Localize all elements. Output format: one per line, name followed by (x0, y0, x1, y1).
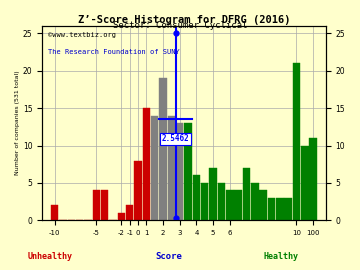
Text: ©www.textbiz.org: ©www.textbiz.org (48, 32, 116, 38)
Bar (159, 78, 167, 220)
Text: 2.5462: 2.5462 (162, 134, 189, 143)
Text: Healthy: Healthy (263, 252, 298, 261)
Text: The Research Foundation of SUNY: The Research Foundation of SUNY (48, 49, 180, 55)
Bar (93, 190, 100, 220)
Bar (51, 205, 58, 220)
Bar (218, 183, 225, 220)
Bar (143, 108, 150, 220)
Bar (118, 213, 125, 220)
Bar (268, 198, 275, 220)
Bar (168, 116, 175, 220)
Bar (309, 138, 317, 220)
Y-axis label: Number of companies (531 total): Number of companies (531 total) (15, 71, 20, 176)
Bar (201, 183, 208, 220)
Bar (151, 116, 158, 220)
Bar (226, 190, 234, 220)
Bar (101, 190, 108, 220)
Bar (301, 146, 309, 220)
Bar (209, 168, 217, 220)
Text: Sector: Consumer Cyclical: Sector: Consumer Cyclical (113, 21, 247, 30)
Bar (243, 168, 250, 220)
Title: Z’-Score Histogram for DFRG (2016): Z’-Score Histogram for DFRG (2016) (78, 15, 290, 25)
Bar (184, 123, 192, 220)
Bar (251, 183, 258, 220)
Bar (134, 160, 142, 220)
Bar (234, 190, 242, 220)
Bar (276, 198, 284, 220)
Bar (193, 176, 200, 220)
Bar (176, 123, 184, 220)
Text: Unhealthy: Unhealthy (28, 252, 73, 261)
Bar (259, 190, 267, 220)
Bar (126, 205, 134, 220)
Bar (293, 63, 300, 220)
Text: Score: Score (156, 252, 183, 261)
Bar (284, 198, 292, 220)
